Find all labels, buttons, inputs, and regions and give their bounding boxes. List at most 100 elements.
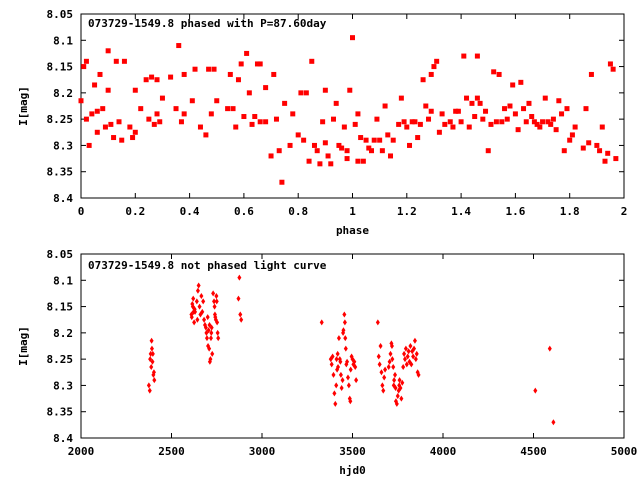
data-point <box>83 116 89 122</box>
data-point <box>342 319 347 326</box>
data-point <box>496 71 502 77</box>
y-tick-label: 8.2 <box>53 327 73 340</box>
data-point <box>200 308 205 315</box>
data-point <box>105 48 111 54</box>
data-point <box>208 111 214 117</box>
data-point <box>401 364 406 371</box>
data-point <box>149 74 155 80</box>
y-tick-label: 8.1 <box>53 34 73 47</box>
data-point <box>474 95 480 101</box>
data-point <box>336 142 342 148</box>
data-point <box>488 121 494 127</box>
data-point <box>613 156 619 162</box>
data-point <box>396 121 402 127</box>
data-point <box>295 132 301 138</box>
data-point <box>254 61 260 67</box>
y-tick-label: 8.4 <box>53 192 73 205</box>
data-point <box>588 71 594 77</box>
x-tick-label: 5000 <box>611 445 638 458</box>
data-point <box>389 343 394 349</box>
data-point <box>214 293 219 300</box>
data-point <box>572 124 578 130</box>
data-point <box>545 119 551 125</box>
data-point <box>191 295 196 302</box>
data-point <box>474 53 480 59</box>
data-point <box>336 335 341 342</box>
data-point <box>366 145 372 151</box>
x-tick-label: 4000 <box>430 445 457 458</box>
data-point <box>239 316 244 323</box>
data-point <box>252 114 258 120</box>
data-point <box>553 127 559 133</box>
data-point <box>399 395 404 402</box>
data-point <box>390 356 395 363</box>
data-point <box>515 127 521 133</box>
data-point <box>434 58 440 64</box>
data-point <box>400 379 405 386</box>
y-tick-label: 8.05 <box>47 8 74 21</box>
y-tick-label: 8.15 <box>47 61 74 74</box>
data-point <box>393 371 398 378</box>
data-point <box>352 121 358 127</box>
data-point <box>556 98 562 104</box>
data-point <box>330 353 335 360</box>
data-point <box>94 129 100 135</box>
data-point <box>408 343 413 349</box>
data-point <box>382 374 387 381</box>
data-point <box>203 324 208 331</box>
data-point <box>346 382 351 389</box>
data-point <box>507 103 513 109</box>
data-point <box>477 100 483 106</box>
data-point <box>567 137 573 143</box>
data-point <box>148 356 153 363</box>
data-point <box>343 345 348 352</box>
data-point <box>138 106 144 112</box>
data-point <box>189 98 195 104</box>
data-point <box>97 71 103 77</box>
data-point <box>130 135 136 141</box>
y-axis-label: I[mag] <box>17 86 30 126</box>
data-point <box>369 148 375 154</box>
data-point <box>542 95 548 101</box>
data-point <box>150 350 155 357</box>
data-point <box>202 316 207 323</box>
data-point <box>83 58 89 64</box>
data-point <box>206 327 211 334</box>
x-tick-label: 4500 <box>520 445 547 458</box>
data-point <box>287 142 293 148</box>
data-point <box>402 350 407 357</box>
data-point <box>378 343 383 349</box>
data-point <box>402 356 407 363</box>
data-point <box>208 356 213 363</box>
data-point <box>209 329 214 336</box>
data-point <box>306 158 312 164</box>
data-point <box>404 124 410 130</box>
data-point <box>458 119 464 125</box>
x-tick-label: 2 <box>621 205 628 218</box>
data-point <box>173 106 179 112</box>
x-tick-label: 3500 <box>339 445 366 458</box>
data-point <box>195 316 200 323</box>
data-point <box>344 148 350 154</box>
data-point <box>407 142 413 148</box>
data-point <box>334 382 339 389</box>
data-point <box>605 150 611 156</box>
data-point <box>206 66 212 72</box>
x-tick-label: 3000 <box>249 445 276 458</box>
data-point <box>325 153 331 159</box>
data-point <box>108 121 114 127</box>
data-point <box>404 361 409 368</box>
data-point <box>81 64 87 70</box>
data-point <box>531 119 537 125</box>
data-point <box>510 82 516 88</box>
data-point <box>119 137 125 143</box>
data-point <box>211 290 216 297</box>
data-point <box>238 61 244 67</box>
x-tick-label: 1.8 <box>560 205 580 218</box>
data-point <box>466 124 472 130</box>
data-point <box>371 137 377 143</box>
data-point <box>559 111 565 117</box>
data-point <box>227 71 233 77</box>
data-point <box>339 145 345 151</box>
